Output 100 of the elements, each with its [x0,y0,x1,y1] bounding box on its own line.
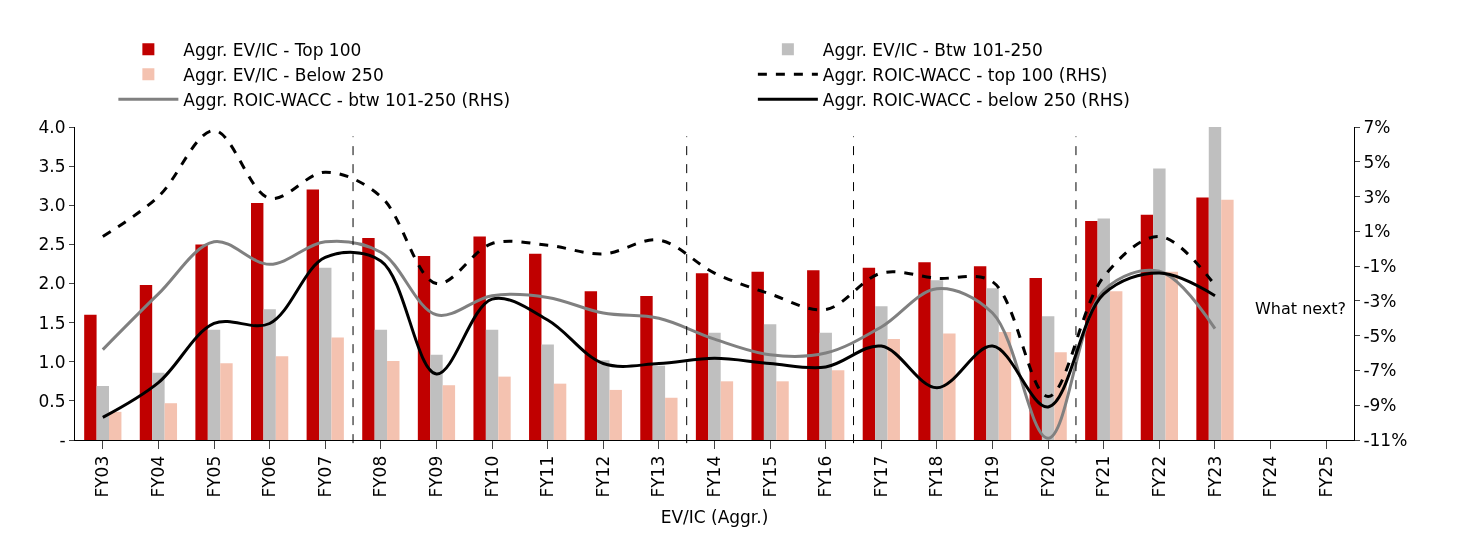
bar [831,370,845,440]
bar [819,332,832,440]
x-tick-label: FY07 [314,455,335,498]
bar [139,285,153,440]
bar [207,329,221,440]
bar [498,376,511,440]
y2-tick-label: -11% [1363,429,1408,450]
bar [597,360,610,440]
x-tick-label: FY20 [1037,455,1058,498]
bar [1221,199,1234,440]
line-series [101,239,1217,440]
y2-tick-label: -9% [1363,395,1397,416]
x-tick-label: FY25 [1315,455,1336,498]
y-tick-label: 2.0 [38,273,66,294]
bar [652,365,666,440]
bar [1196,197,1209,440]
bar [109,411,122,440]
bar [1085,220,1098,440]
bar [1109,291,1123,440]
bar [306,189,320,440]
y-tick-label: 2.5 [38,234,66,255]
bar [442,385,456,440]
bar [1140,214,1154,440]
x-tick-label: FY11 [537,455,558,498]
x-tick-label: FY13 [648,455,669,498]
x-tick-label: FY23 [1204,455,1225,498]
bar [776,381,789,440]
x-tick-label: FY08 [370,455,391,498]
y-tick-label: 4.0 [38,116,66,137]
x-tick-label: FY18 [926,455,947,498]
y2-tick-label: 7% [1363,116,1391,137]
y2-tick-label: -3% [1363,290,1397,311]
y2-tick-label: 5% [1363,151,1391,172]
bar [164,403,178,440]
bar [807,270,820,440]
y-tick-label: 3.5 [38,156,66,177]
x-tick-label: FY15 [759,455,780,498]
bar [553,383,567,440]
bar [331,337,344,440]
bar [1208,127,1222,440]
x-tick-label: FY10 [481,455,502,498]
bar [973,266,987,440]
bar [319,267,332,440]
bar [96,386,110,440]
bar [1153,168,1166,440]
bar [584,291,598,440]
bar [695,273,709,440]
x-tick-label: FY22 [1148,455,1169,498]
y-tick-label: - [59,429,66,450]
bar [362,238,375,440]
legend-label: Aggr. ROIC-WACC - top 100 (RHS) [822,64,1108,85]
bar [875,306,888,440]
x-tick-label: FY12 [592,455,613,498]
legend-label: Aggr. ROIC-WACC - btw 101-250 (RHS) [183,89,511,110]
y2-tick-label: -7% [1363,360,1397,381]
y2-tick-label: 3% [1363,186,1391,207]
legend-label: Aggr. EV/IC - Btw 101-250 [822,39,1043,60]
legend-label: Aggr. EV/IC - Top 100 [183,39,362,60]
bar [1097,218,1110,440]
x-tick-label: FY03 [92,455,113,498]
bar [763,324,777,440]
bar [195,244,208,440]
legend-label: Aggr. EV/IC - Below 250 [183,64,384,85]
bar [263,309,276,440]
bar [918,262,931,440]
bar [251,202,264,440]
bar [640,296,653,440]
bar [943,333,956,440]
x-axis-title: EV/IC (Aggr.) [660,507,769,527]
bar [720,381,734,440]
bar [430,354,443,440]
y-tick-label: 0.5 [38,390,66,411]
y2-tick-label: -5% [1363,325,1397,346]
bar [485,329,499,440]
bar [84,314,97,440]
bar [541,344,554,440]
bar [751,271,764,440]
bar [152,372,165,440]
x-tick-label: FY09 [425,455,446,498]
bar [374,329,388,440]
x-tick-label: FY06 [259,455,280,498]
bar [708,332,721,440]
y-tick-label: 1.0 [38,351,66,372]
x-tick-label: FY05 [203,455,224,498]
bar [387,360,400,440]
bar [1165,271,1178,440]
bar [275,356,289,440]
bar [986,288,999,440]
y-tick-label: 3.0 [38,195,66,216]
x-tick-label: FY14 [704,455,725,498]
x-tick-label: FY24 [1260,455,1281,498]
bar [862,267,876,440]
legend-label: Aggr. ROIC-WACC - below 250 (RHS) [822,89,1130,110]
bar [887,339,900,440]
bar [609,389,622,440]
bar [1041,316,1055,440]
bar [220,363,233,440]
annotation: What next? [1255,299,1347,318]
x-tick-label: FY16 [815,455,836,498]
y2-tick-label: 1% [1363,221,1391,242]
